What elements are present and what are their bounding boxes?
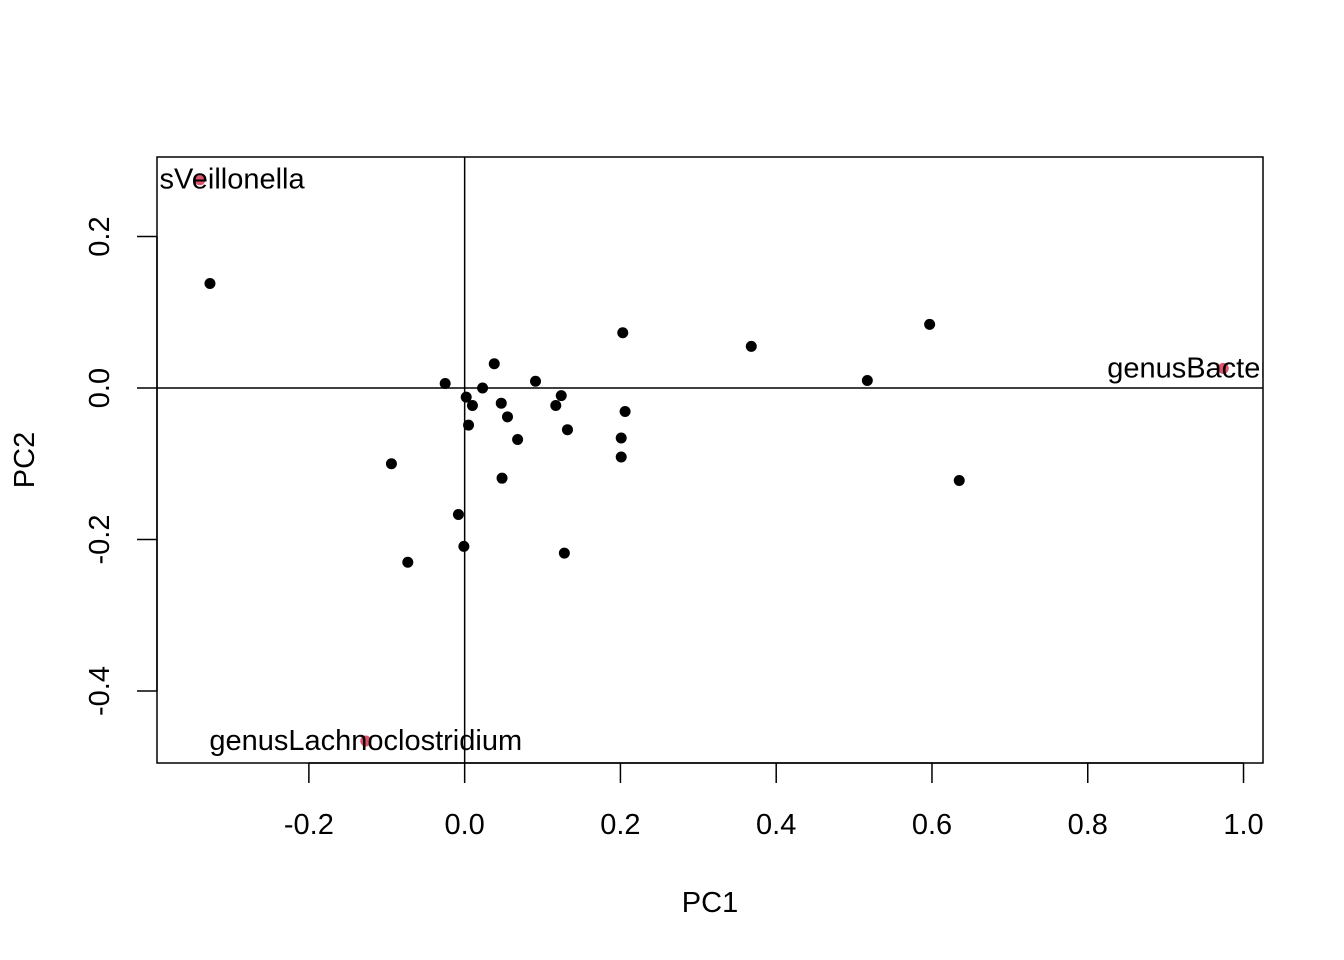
data-point bbox=[460, 391, 472, 403]
data-point bbox=[512, 434, 524, 446]
data-point bbox=[745, 340, 757, 352]
data-point bbox=[495, 397, 507, 409]
highlighted-data-point bbox=[194, 174, 206, 186]
point-labels: genusVeillonella genusBacteroides genusLac… bbox=[95, 164, 1339, 757]
plot-frame bbox=[156, 156, 1264, 764]
y-tick-label: -0.2 bbox=[84, 515, 116, 565]
data-point bbox=[561, 424, 573, 436]
y-axis-title: PC2 bbox=[9, 432, 41, 488]
point-label: genusLachnoclostridium bbox=[209, 725, 522, 757]
point-label: genusBacteroides bbox=[1107, 352, 1339, 384]
x-tick-label: 0.2 bbox=[600, 809, 640, 841]
data-point bbox=[458, 540, 470, 552]
x-tick-label: -0.2 bbox=[284, 809, 334, 841]
data-point bbox=[402, 556, 414, 568]
x-axis-title: PC1 bbox=[682, 887, 738, 919]
data-point bbox=[615, 451, 627, 463]
data-point bbox=[439, 377, 451, 389]
data-point bbox=[488, 358, 500, 370]
data-point bbox=[530, 375, 542, 387]
data-point bbox=[463, 419, 475, 431]
data-point bbox=[558, 547, 570, 559]
y-tick-label: -0.4 bbox=[84, 666, 116, 716]
data-point bbox=[924, 318, 936, 330]
x-tick-label: 1.0 bbox=[1223, 809, 1263, 841]
highlighted-data-point bbox=[1217, 362, 1229, 374]
reference-lines bbox=[157, 157, 1263, 763]
data-point bbox=[617, 327, 629, 339]
highlighted-data-point bbox=[360, 735, 372, 747]
x-tick-label: 0.8 bbox=[1068, 809, 1108, 841]
y-axis: -0.4 -0.2 0.0 0.2 bbox=[84, 216, 158, 716]
data-point bbox=[501, 411, 513, 423]
x-axis: -0.2 0.0 0.2 0.4 0.6 0.8 1.0 bbox=[284, 762, 1264, 841]
data-point bbox=[953, 474, 965, 486]
data-point bbox=[477, 382, 489, 394]
x-tick-label: 0.0 bbox=[444, 809, 484, 841]
x-tick-label: 0.4 bbox=[756, 809, 796, 841]
y-tick-label: 0.0 bbox=[84, 368, 116, 408]
data-point bbox=[615, 432, 627, 444]
data-point bbox=[861, 374, 873, 386]
data-point bbox=[550, 399, 562, 411]
y-tick-label: 0.2 bbox=[84, 216, 116, 256]
data-point bbox=[496, 472, 508, 484]
x-tick-label: 0.6 bbox=[912, 809, 952, 841]
data-point bbox=[385, 458, 397, 470]
data-point bbox=[204, 278, 216, 290]
data-point bbox=[452, 509, 464, 521]
data-points bbox=[194, 174, 1229, 747]
point-label: genusVeillonella bbox=[95, 164, 305, 196]
data-point bbox=[555, 390, 567, 402]
data-point bbox=[466, 399, 478, 411]
data-point bbox=[619, 406, 631, 418]
